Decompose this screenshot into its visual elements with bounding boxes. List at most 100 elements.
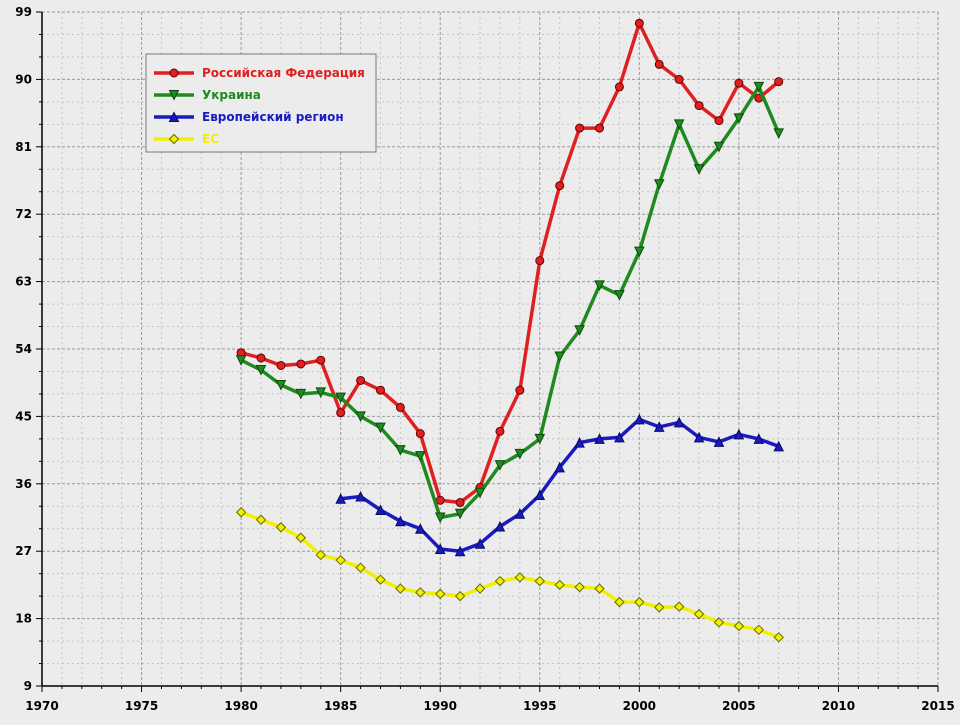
x-tick-label: 1990 xyxy=(424,699,457,713)
data-point xyxy=(168,90,180,101)
y-tick-label: 36 xyxy=(15,477,32,491)
data-point xyxy=(454,545,466,557)
x-tick-label: 2010 xyxy=(822,699,855,713)
data-point xyxy=(415,587,426,598)
data-point xyxy=(515,385,525,395)
data-point xyxy=(535,256,545,266)
data-point xyxy=(514,572,526,583)
data-point xyxy=(255,364,267,376)
data-point xyxy=(335,493,346,504)
x-tick-label: 2015 xyxy=(921,699,954,713)
data-point xyxy=(395,402,405,412)
data-point xyxy=(455,498,465,508)
data-point xyxy=(653,421,665,432)
data-point xyxy=(753,81,765,93)
data-point xyxy=(395,583,406,594)
data-point xyxy=(494,575,506,587)
data-point xyxy=(395,445,406,456)
data-point xyxy=(693,608,705,620)
data-point xyxy=(734,78,744,88)
data-point xyxy=(454,508,466,520)
data-point xyxy=(773,440,785,452)
data-point xyxy=(554,351,565,363)
y-tick-label: 9 xyxy=(24,679,32,693)
data-point xyxy=(395,515,406,527)
data-point xyxy=(356,375,366,385)
data-point xyxy=(713,436,725,447)
x-tick-label: 1995 xyxy=(523,699,556,713)
data-point xyxy=(693,164,705,175)
data-point xyxy=(495,426,505,436)
x-tick-label: 1970 xyxy=(25,699,58,713)
data-point xyxy=(653,179,665,190)
tick-labels: 1970 1975 1980 1985 1990 1995 2000 2005 2010 2015… xyxy=(15,5,954,713)
data-point xyxy=(315,549,326,561)
x-tick-label: 1985 xyxy=(324,699,357,713)
data-point xyxy=(295,532,307,543)
data-point xyxy=(434,543,446,554)
data-point xyxy=(434,512,446,524)
data-point xyxy=(574,581,585,593)
series-line xyxy=(240,85,781,520)
data-point xyxy=(575,123,585,133)
data-point xyxy=(454,590,466,602)
data-point xyxy=(634,18,644,28)
data-point xyxy=(474,538,486,549)
data-point xyxy=(634,413,645,425)
legend-label: Украина xyxy=(202,88,261,102)
data-point xyxy=(574,436,585,448)
data-point xyxy=(355,562,366,573)
data-point xyxy=(275,522,287,533)
data-point xyxy=(673,119,685,130)
y-tick-label: 90 xyxy=(15,72,32,86)
data-point xyxy=(733,428,745,440)
data-point xyxy=(534,433,546,445)
data-point xyxy=(375,504,386,516)
data-point xyxy=(235,507,247,518)
data-point xyxy=(534,575,545,587)
series-line xyxy=(240,21,780,505)
data-point xyxy=(614,290,625,301)
data-point xyxy=(673,416,685,428)
data-point xyxy=(415,523,426,534)
data-point xyxy=(168,133,180,145)
data-point xyxy=(415,451,426,462)
data-point xyxy=(168,111,180,122)
legend: Российская Федерация Украина Европейский р… xyxy=(145,53,377,153)
data-point xyxy=(255,514,267,525)
data-point xyxy=(693,431,705,443)
series-1 xyxy=(236,18,784,508)
data-point xyxy=(474,487,486,499)
data-point xyxy=(335,554,346,566)
y-tick-label: 27 xyxy=(15,544,32,558)
data-point xyxy=(494,460,506,471)
data-point xyxy=(694,101,704,111)
series-2 xyxy=(235,81,785,524)
data-point xyxy=(713,141,725,153)
data-point xyxy=(753,624,765,636)
x-tick-label: 2005 xyxy=(722,699,755,713)
data-point xyxy=(753,433,765,444)
legend-label: ЕС xyxy=(202,132,219,146)
legend-label: Российская Федерация xyxy=(202,66,365,80)
data-point xyxy=(634,596,645,608)
data-point xyxy=(773,128,785,139)
data-point xyxy=(235,355,247,366)
data-point xyxy=(714,116,724,126)
y-tick-label: 72 xyxy=(15,207,32,221)
data-point xyxy=(514,448,526,460)
data-point xyxy=(296,359,306,369)
y-tick-label: 45 xyxy=(15,409,32,423)
data-point xyxy=(474,583,486,594)
data-point xyxy=(654,602,665,613)
data-point xyxy=(595,123,605,133)
data-point xyxy=(614,431,625,443)
data-point xyxy=(375,385,385,395)
series-line xyxy=(240,510,780,639)
series-group xyxy=(235,18,785,643)
data-point xyxy=(514,508,526,519)
y-tick-label: 99 xyxy=(15,5,32,19)
data-point xyxy=(336,408,346,418)
